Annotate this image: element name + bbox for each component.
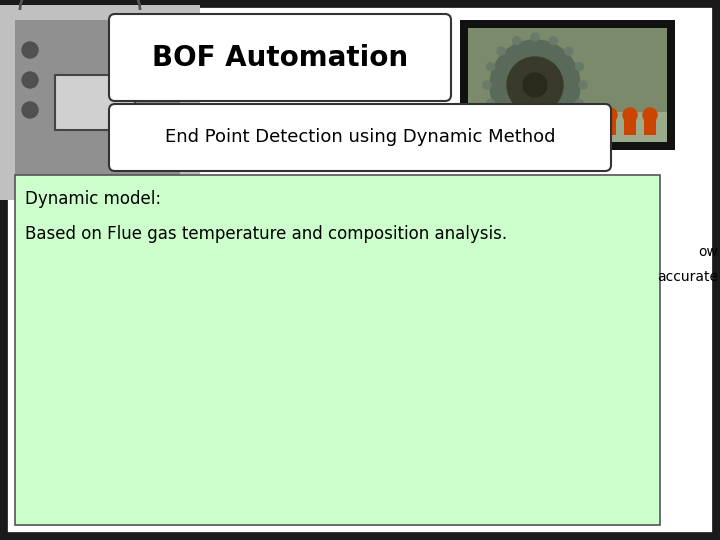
Bar bbox=[604, 113, 616, 135]
Text: accurate: accurate bbox=[657, 270, 718, 284]
Circle shape bbox=[531, 129, 539, 137]
FancyBboxPatch shape bbox=[109, 104, 611, 171]
Circle shape bbox=[497, 47, 505, 55]
Text: ow: ow bbox=[698, 245, 718, 259]
Circle shape bbox=[137, 52, 153, 68]
Circle shape bbox=[147, 77, 163, 93]
Circle shape bbox=[549, 37, 557, 45]
Circle shape bbox=[490, 40, 580, 130]
Circle shape bbox=[623, 108, 637, 122]
Text: End Point Detection using Dynamic Method: End Point Detection using Dynamic Method bbox=[165, 129, 555, 146]
Circle shape bbox=[22, 102, 38, 118]
Bar bbox=[584, 113, 596, 135]
Circle shape bbox=[603, 108, 617, 122]
Circle shape bbox=[483, 81, 491, 89]
Circle shape bbox=[507, 57, 563, 113]
Text: Based on Flue gas temperature and composition analysis.: Based on Flue gas temperature and compos… bbox=[25, 225, 507, 243]
Bar bbox=[468, 112, 667, 142]
Circle shape bbox=[22, 72, 38, 88]
Circle shape bbox=[487, 99, 495, 107]
Circle shape bbox=[549, 125, 557, 133]
Bar bbox=[644, 113, 656, 135]
Bar bbox=[15, 175, 660, 525]
Circle shape bbox=[575, 63, 583, 71]
Text: BOF Automation: BOF Automation bbox=[152, 44, 408, 71]
Bar bbox=[0, 5, 200, 200]
Circle shape bbox=[513, 125, 521, 133]
Bar bbox=[468, 28, 667, 142]
Bar bbox=[55, 75, 135, 130]
Circle shape bbox=[565, 115, 573, 123]
Circle shape bbox=[643, 108, 657, 122]
Text: Dynamic model:: Dynamic model: bbox=[25, 190, 161, 208]
Circle shape bbox=[523, 73, 547, 97]
Circle shape bbox=[22, 42, 38, 58]
FancyBboxPatch shape bbox=[109, 14, 451, 101]
Circle shape bbox=[583, 108, 597, 122]
Circle shape bbox=[497, 115, 505, 123]
Bar bbox=[15, 20, 180, 180]
Bar bbox=[460, 20, 675, 150]
Circle shape bbox=[579, 81, 587, 89]
Circle shape bbox=[487, 63, 495, 71]
Bar bbox=[624, 113, 636, 135]
Circle shape bbox=[565, 47, 573, 55]
Circle shape bbox=[575, 99, 583, 107]
Circle shape bbox=[531, 33, 539, 41]
Circle shape bbox=[513, 37, 521, 45]
